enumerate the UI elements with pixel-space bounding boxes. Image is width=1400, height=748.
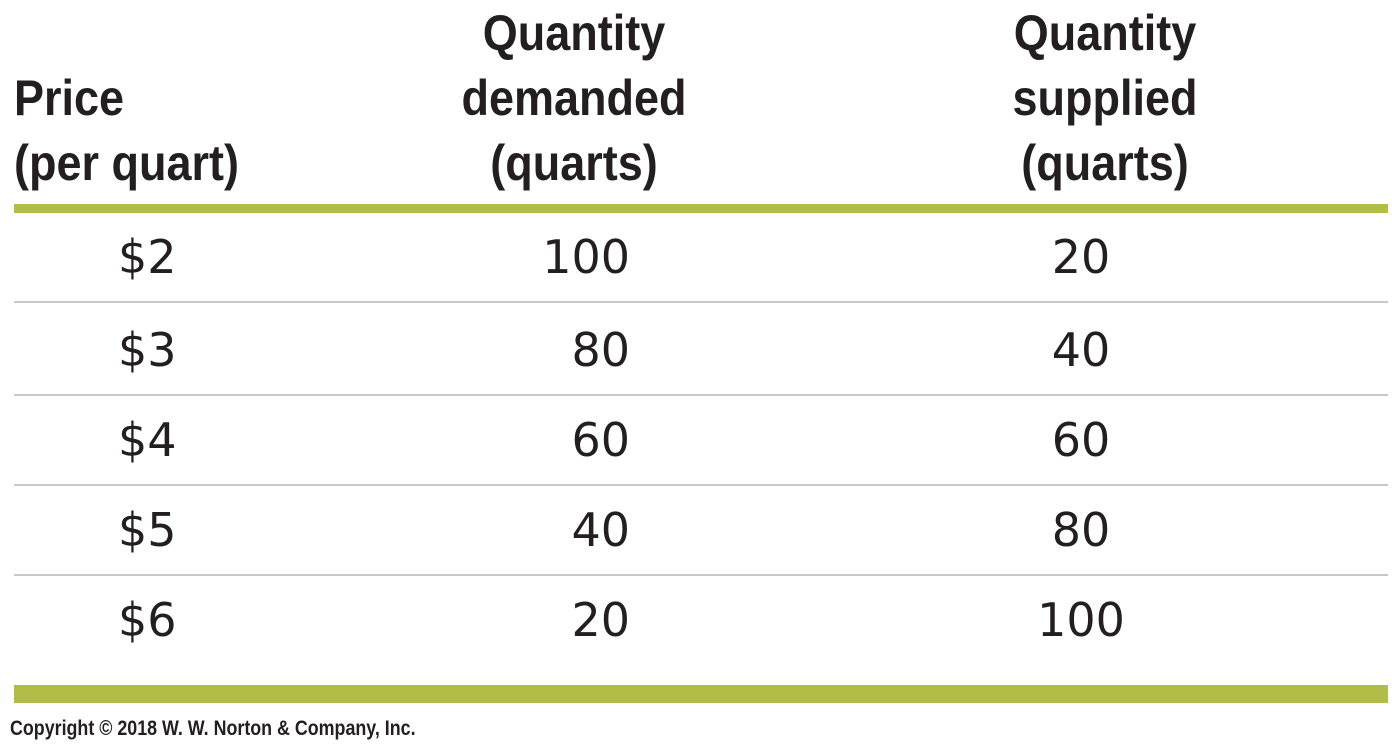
quantity-supplied-cell: 40: [1051, 323, 1111, 377]
price-cell: $3: [118, 323, 177, 377]
quantity-supplied-cell: 20: [1051, 230, 1111, 284]
footer-rule: [14, 685, 1388, 703]
supply-demand-table: Price (per quart) Quantity demanded (qua…: [14, 0, 1388, 703]
price-cell: $6: [118, 593, 177, 647]
table-row: $2 100 20: [14, 213, 1388, 303]
quantity-supplied-cell: 100: [1037, 593, 1125, 647]
quantity-demanded-cell: 40: [571, 503, 630, 557]
quantity-supplied-cell: 60: [1051, 413, 1111, 467]
quantity-demanded-cell: 60: [571, 413, 630, 467]
quantity-demanded-cell: 100: [542, 230, 630, 284]
table-row: $5 40 80: [14, 486, 1388, 576]
quantity-demanded-cell: 80: [571, 323, 630, 377]
price-cell: $4: [118, 413, 177, 467]
copyright-notice: Copyright © 2018 W. W. Norton & Company,…: [10, 717, 416, 740]
price-cell: $5: [118, 503, 177, 557]
table-row: $6 20 100: [14, 576, 1388, 666]
table-row: $4 60 60: [14, 396, 1388, 486]
header-quantity-supplied: Quantity supplied (quarts): [1012, 5, 1198, 191]
quantity-demanded-cell: 20: [571, 593, 630, 647]
header-price: Price (per quart): [14, 70, 239, 191]
header-rule: [14, 204, 1388, 213]
quantity-supplied-cell: 80: [1051, 503, 1111, 557]
table-header: Price (per quart) Quantity demanded (qua…: [14, 0, 1388, 204]
price-cell: $2: [118, 230, 177, 284]
header-quantity-demanded: Quantity demanded (quarts): [461, 5, 687, 191]
table-row: $3 80 40: [14, 306, 1388, 396]
